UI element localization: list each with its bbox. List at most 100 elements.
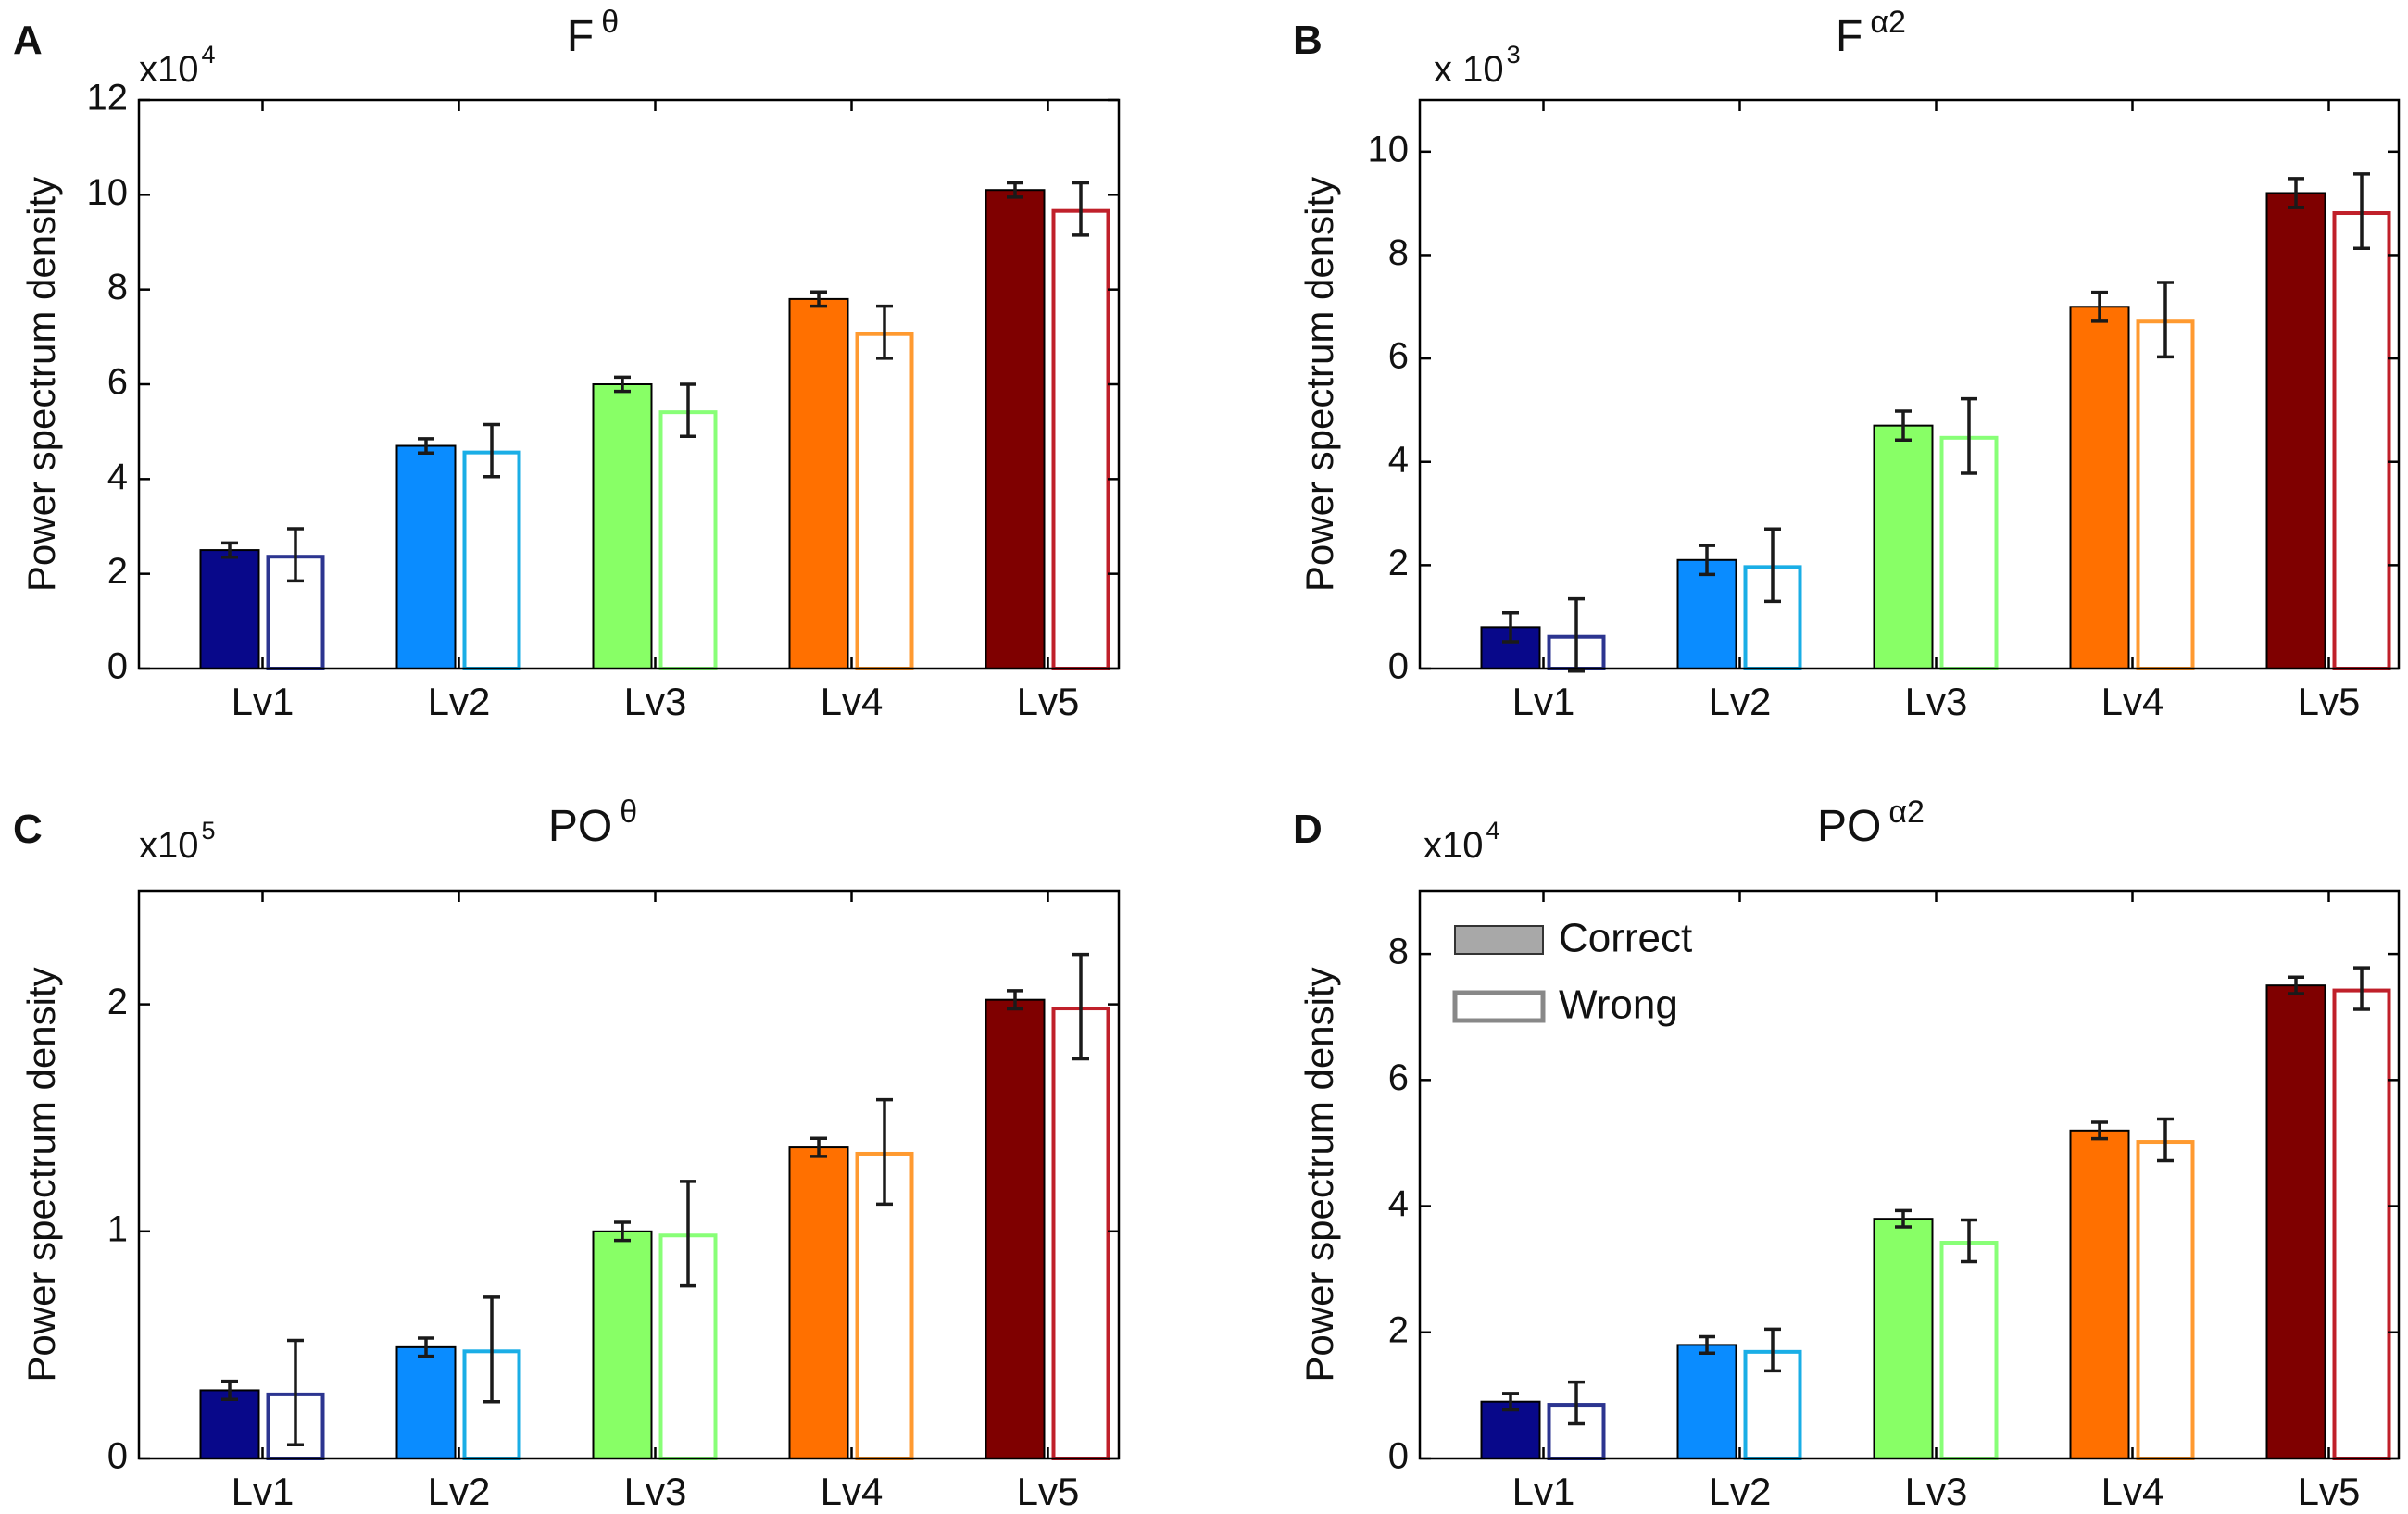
- axes-frame: [1418, 98, 2401, 670]
- y-tick-label: 2: [1388, 543, 1409, 583]
- y-tick-label: 0: [1388, 1436, 1409, 1477]
- y-tick-label: 2: [107, 551, 128, 592]
- bar-wrong-lv4: [2136, 1140, 2195, 1461]
- errorbar-correct-lv5: [1007, 181, 1023, 199]
- y-tick-label: 8: [1388, 932, 1409, 972]
- y-tick-label: 8: [107, 267, 128, 307]
- errorbar-wrong-lv2: [483, 422, 500, 479]
- y-axis-label: Power spectrum density: [19, 967, 63, 1382]
- errorbar-wrong-lv3: [1961, 1218, 1977, 1264]
- axis-multiplier: x 10 3: [1434, 41, 1521, 90]
- errorbar-wrong-lv1: [287, 527, 304, 583]
- chart-title: PO α2: [1817, 795, 1925, 851]
- x-tick-label-lv1: Lv1: [1512, 1470, 1575, 1513]
- chart-title-text: PO: [1817, 802, 1881, 851]
- errorbar-wrong-lv5: [1072, 181, 1089, 237]
- errorbar-correct-lv1: [1502, 610, 1519, 644]
- x-tick-label-lv2: Lv2: [428, 1470, 491, 1513]
- errorbar-wrong-lv4: [876, 1097, 893, 1207]
- errorbar-correct-lv2: [418, 437, 434, 455]
- bar-correct-lv4: [788, 297, 849, 669]
- axis-multiplier-exponent: 5: [202, 817, 216, 845]
- x-tick-label-lv4: Lv4: [2101, 680, 2164, 723]
- bar-wrong-lv3: [1939, 1241, 1999, 1461]
- x-tick-label-lv2: Lv2: [1709, 680, 1772, 723]
- legend-swatch-correct: [1454, 925, 1544, 955]
- y-tick-label: 6: [1388, 1057, 1409, 1098]
- axis-multiplier: x10 4: [1423, 817, 1500, 866]
- axis-multiplier-base: x 10: [1434, 49, 1504, 90]
- errorbar-correct-lv3: [1895, 1208, 1912, 1229]
- errorbar-correct-lv4: [810, 1136, 827, 1158]
- legend: Correct Wrong: [1452, 916, 1692, 1028]
- y-axis-label: Power spectrum density: [1298, 177, 1341, 592]
- y-tick-label: 2: [1388, 1309, 1409, 1350]
- axis-multiplier-exponent: 4: [202, 41, 216, 69]
- chart-title-text: F: [1836, 12, 1862, 61]
- errorbar-correct-lv2: [1699, 1334, 1715, 1356]
- errorbar-wrong-lv4: [2157, 1117, 2174, 1163]
- legend-label-wrong: Wrong: [1559, 982, 1678, 1028]
- errorbar-wrong-lv2: [1764, 1327, 1781, 1373]
- bar-correct-lv2: [395, 444, 457, 669]
- errorbar-correct-lv4: [2091, 290, 2108, 323]
- y-axis-label: Power spectrum density: [19, 177, 63, 592]
- bar-wrong-lv4: [855, 332, 914, 670]
- bar-correct-lv5: [985, 998, 1046, 1460]
- x-tick-label-lv3: Lv3: [624, 680, 687, 723]
- y-tick-label: 4: [1388, 439, 1409, 480]
- errorbar-correct-lv3: [614, 1220, 631, 1243]
- y-tick-label: 1: [107, 1208, 128, 1249]
- bar-correct-lv2: [1676, 1344, 1737, 1460]
- errorbar-wrong-lv1: [287, 1338, 304, 1447]
- y-tick-label: 6: [1388, 336, 1409, 377]
- panel-label: C: [13, 807, 43, 852]
- bar-wrong-lv5: [2332, 211, 2391, 670]
- bar-wrong-lv2: [462, 450, 521, 670]
- x-tick-label-lv4: Lv4: [821, 680, 884, 723]
- errorbar-correct-lv2: [418, 1336, 434, 1358]
- bar-wrong-lv5: [1051, 208, 1110, 671]
- axis-multiplier-exponent: 4: [1486, 817, 1500, 845]
- x-tick-label-lv1: Lv1: [232, 1470, 295, 1513]
- bar-correct-lv5: [985, 189, 1046, 669]
- x-tick-label-lv3: Lv3: [1905, 680, 1968, 723]
- x-tick-label-lv1: Lv1: [1512, 680, 1575, 723]
- errorbar-wrong-lv5: [2353, 172, 2370, 250]
- y-axis-label: Power spectrum density: [1298, 967, 1341, 1382]
- bar-wrong-lv3: [658, 410, 718, 670]
- bar-correct-lv1: [199, 1389, 260, 1459]
- bar-correct-lv3: [1873, 1218, 1934, 1459]
- errorbar-wrong-lv4: [876, 304, 893, 360]
- bar-wrong-lv5: [1051, 1007, 1110, 1460]
- legend-swatch-wrong: [1452, 990, 1546, 1023]
- y-tick-label: 8: [1388, 232, 1409, 273]
- bar-correct-lv1: [199, 549, 260, 669]
- axis-multiplier: x10 5: [139, 817, 216, 866]
- x-tick-label-lv1: Lv1: [232, 680, 295, 723]
- errorbar-correct-lv5: [1007, 989, 1023, 1011]
- errorbar-wrong-lv3: [1961, 396, 1977, 475]
- y-tick-label: 0: [107, 646, 128, 687]
- axis-multiplier-exponent: 3: [1507, 41, 1521, 69]
- bar-correct-lv5: [2265, 192, 2326, 670]
- bar-correct-lv2: [395, 1345, 457, 1460]
- panel-c: C PO θ x10 5 Power spectrum density 0 1 2 Lv1 Lv2 L…: [13, 795, 1121, 1513]
- errorbar-wrong-lv2: [483, 1295, 500, 1404]
- errorbar-correct-lv3: [614, 375, 631, 394]
- bar-wrong-lv5: [2332, 988, 2391, 1461]
- chart-title-superscript: α2: [1870, 5, 1906, 40]
- bar-correct-lv4: [788, 1146, 849, 1460]
- errorbar-correct-lv1: [1502, 1392, 1519, 1412]
- panel-label: D: [1293, 807, 1323, 852]
- errorbar-wrong-lv5: [2353, 966, 2370, 1011]
- errorbar-wrong-lv1: [1568, 1380, 1585, 1426]
- errorbar-wrong-lv5: [1072, 952, 1089, 1061]
- legend-label-correct: Correct: [1559, 916, 1692, 961]
- errorbar-wrong-lv3: [680, 382, 696, 439]
